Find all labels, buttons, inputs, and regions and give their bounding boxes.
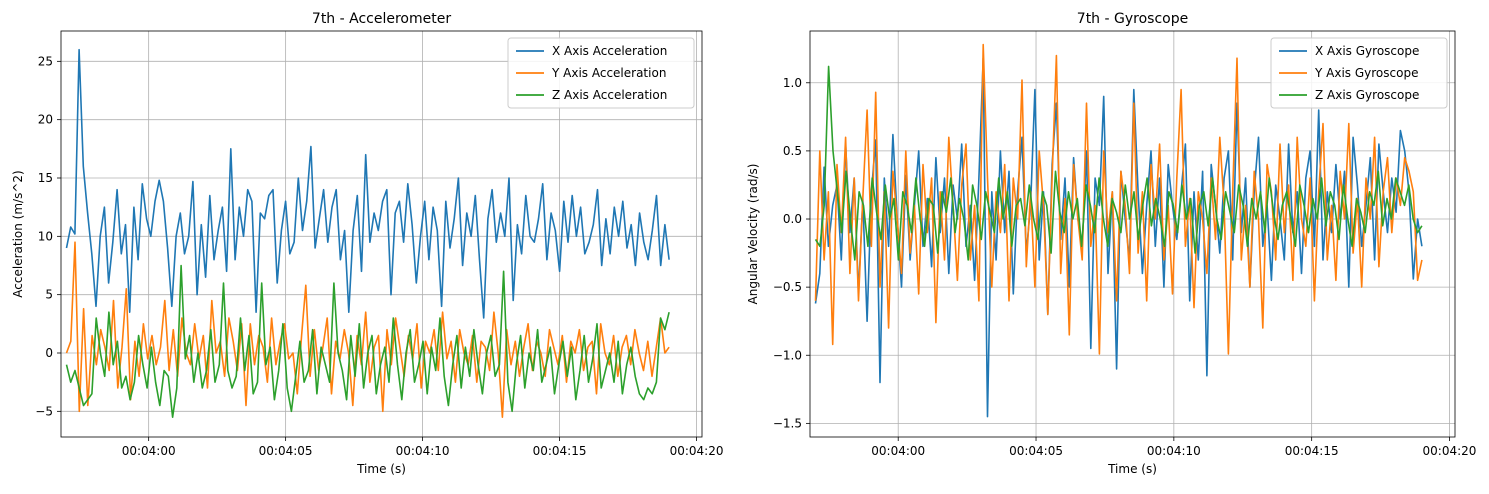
accelerometer-chart: 00:04:00 00:04:05 00:04:10 00:04:15 00:04:20…	[11, 11, 723, 476]
y-tick-label: −0.5	[773, 280, 802, 294]
series-line-x-axis-acceleration	[65, 48, 670, 319]
axes-frame	[60, 30, 703, 438]
legend-box	[1270, 37, 1448, 109]
y-tick-label: 5	[45, 288, 53, 302]
legend-label: Z Axis Acceleration	[552, 88, 667, 102]
gyroscope-chart: 00:04:00 00:04:05 00:04:10 00:04:15 00:04:20…	[746, 11, 1476, 476]
x-tick-label: 00:04:20	[1423, 444, 1477, 458]
x-tick-label: 00:04:00	[122, 444, 176, 458]
y-tick-label: −1.5	[773, 416, 802, 430]
legend-label: X Axis Gyroscope	[1315, 44, 1419, 58]
axes-frame	[809, 30, 1456, 438]
legend: X Axis Gyroscope Y Axis Gyroscope Z Axis G…	[1270, 37, 1448, 109]
x-axis-label: Time (s)	[356, 462, 406, 476]
y-axis-label: Angular Velocity (rad/s)	[746, 164, 760, 305]
x-tick-label: 00:04:05	[259, 444, 313, 458]
y-tick-label: 0.0	[783, 212, 802, 226]
legend: X Axis Acceleration Y Axis Acceleration Z …	[507, 37, 695, 109]
x-tick-label: 00:04:15	[1285, 444, 1339, 458]
chart-title: 7th - Accelerometer	[312, 11, 451, 27]
y-tick-label: 0.5	[783, 144, 802, 158]
grid	[61, 31, 702, 437]
y-tick-label: −5	[35, 404, 53, 418]
y-tick-label: 25	[38, 54, 53, 68]
series-group	[814, 43, 1423, 418]
y-axis-label: Acceleration (m/s^2)	[11, 170, 25, 297]
x-tick-label: 00:04:05	[1009, 444, 1063, 458]
legend-label: Y Axis Gyroscope	[1314, 66, 1418, 80]
y-tick-label: −1.0	[773, 348, 802, 362]
legend-label: Z Axis Gyroscope	[1315, 88, 1419, 102]
y-tick-label: 10	[38, 229, 53, 243]
series-group	[65, 48, 670, 418]
series-line-z-axis-acceleration	[65, 264, 670, 418]
x-axis-label: Time (s)	[1107, 462, 1157, 476]
y-tick-label: 0	[45, 346, 53, 360]
legend-label: Y Axis Acceleration	[551, 66, 666, 80]
legend-label: X Axis Acceleration	[552, 44, 667, 58]
y-tick-label: 1.0	[783, 76, 802, 90]
x-tick-label: 00:04:10	[396, 444, 450, 458]
x-tick-label: 00:04:15	[533, 444, 587, 458]
chart-title: 7th - Gyroscope	[1077, 11, 1188, 27]
y-tick-label: 15	[38, 171, 53, 185]
x-tick-label: 00:04:10	[1147, 444, 1201, 458]
y-tick-label: 20	[38, 113, 53, 127]
legend-box	[507, 37, 695, 109]
series-line-y-axis-gyroscope	[814, 43, 1423, 355]
x-tick-label: 00:04:20	[670, 444, 724, 458]
series-line-z-axis-gyroscope	[814, 65, 1423, 261]
x-tick-label: 00:04:00	[871, 444, 925, 458]
